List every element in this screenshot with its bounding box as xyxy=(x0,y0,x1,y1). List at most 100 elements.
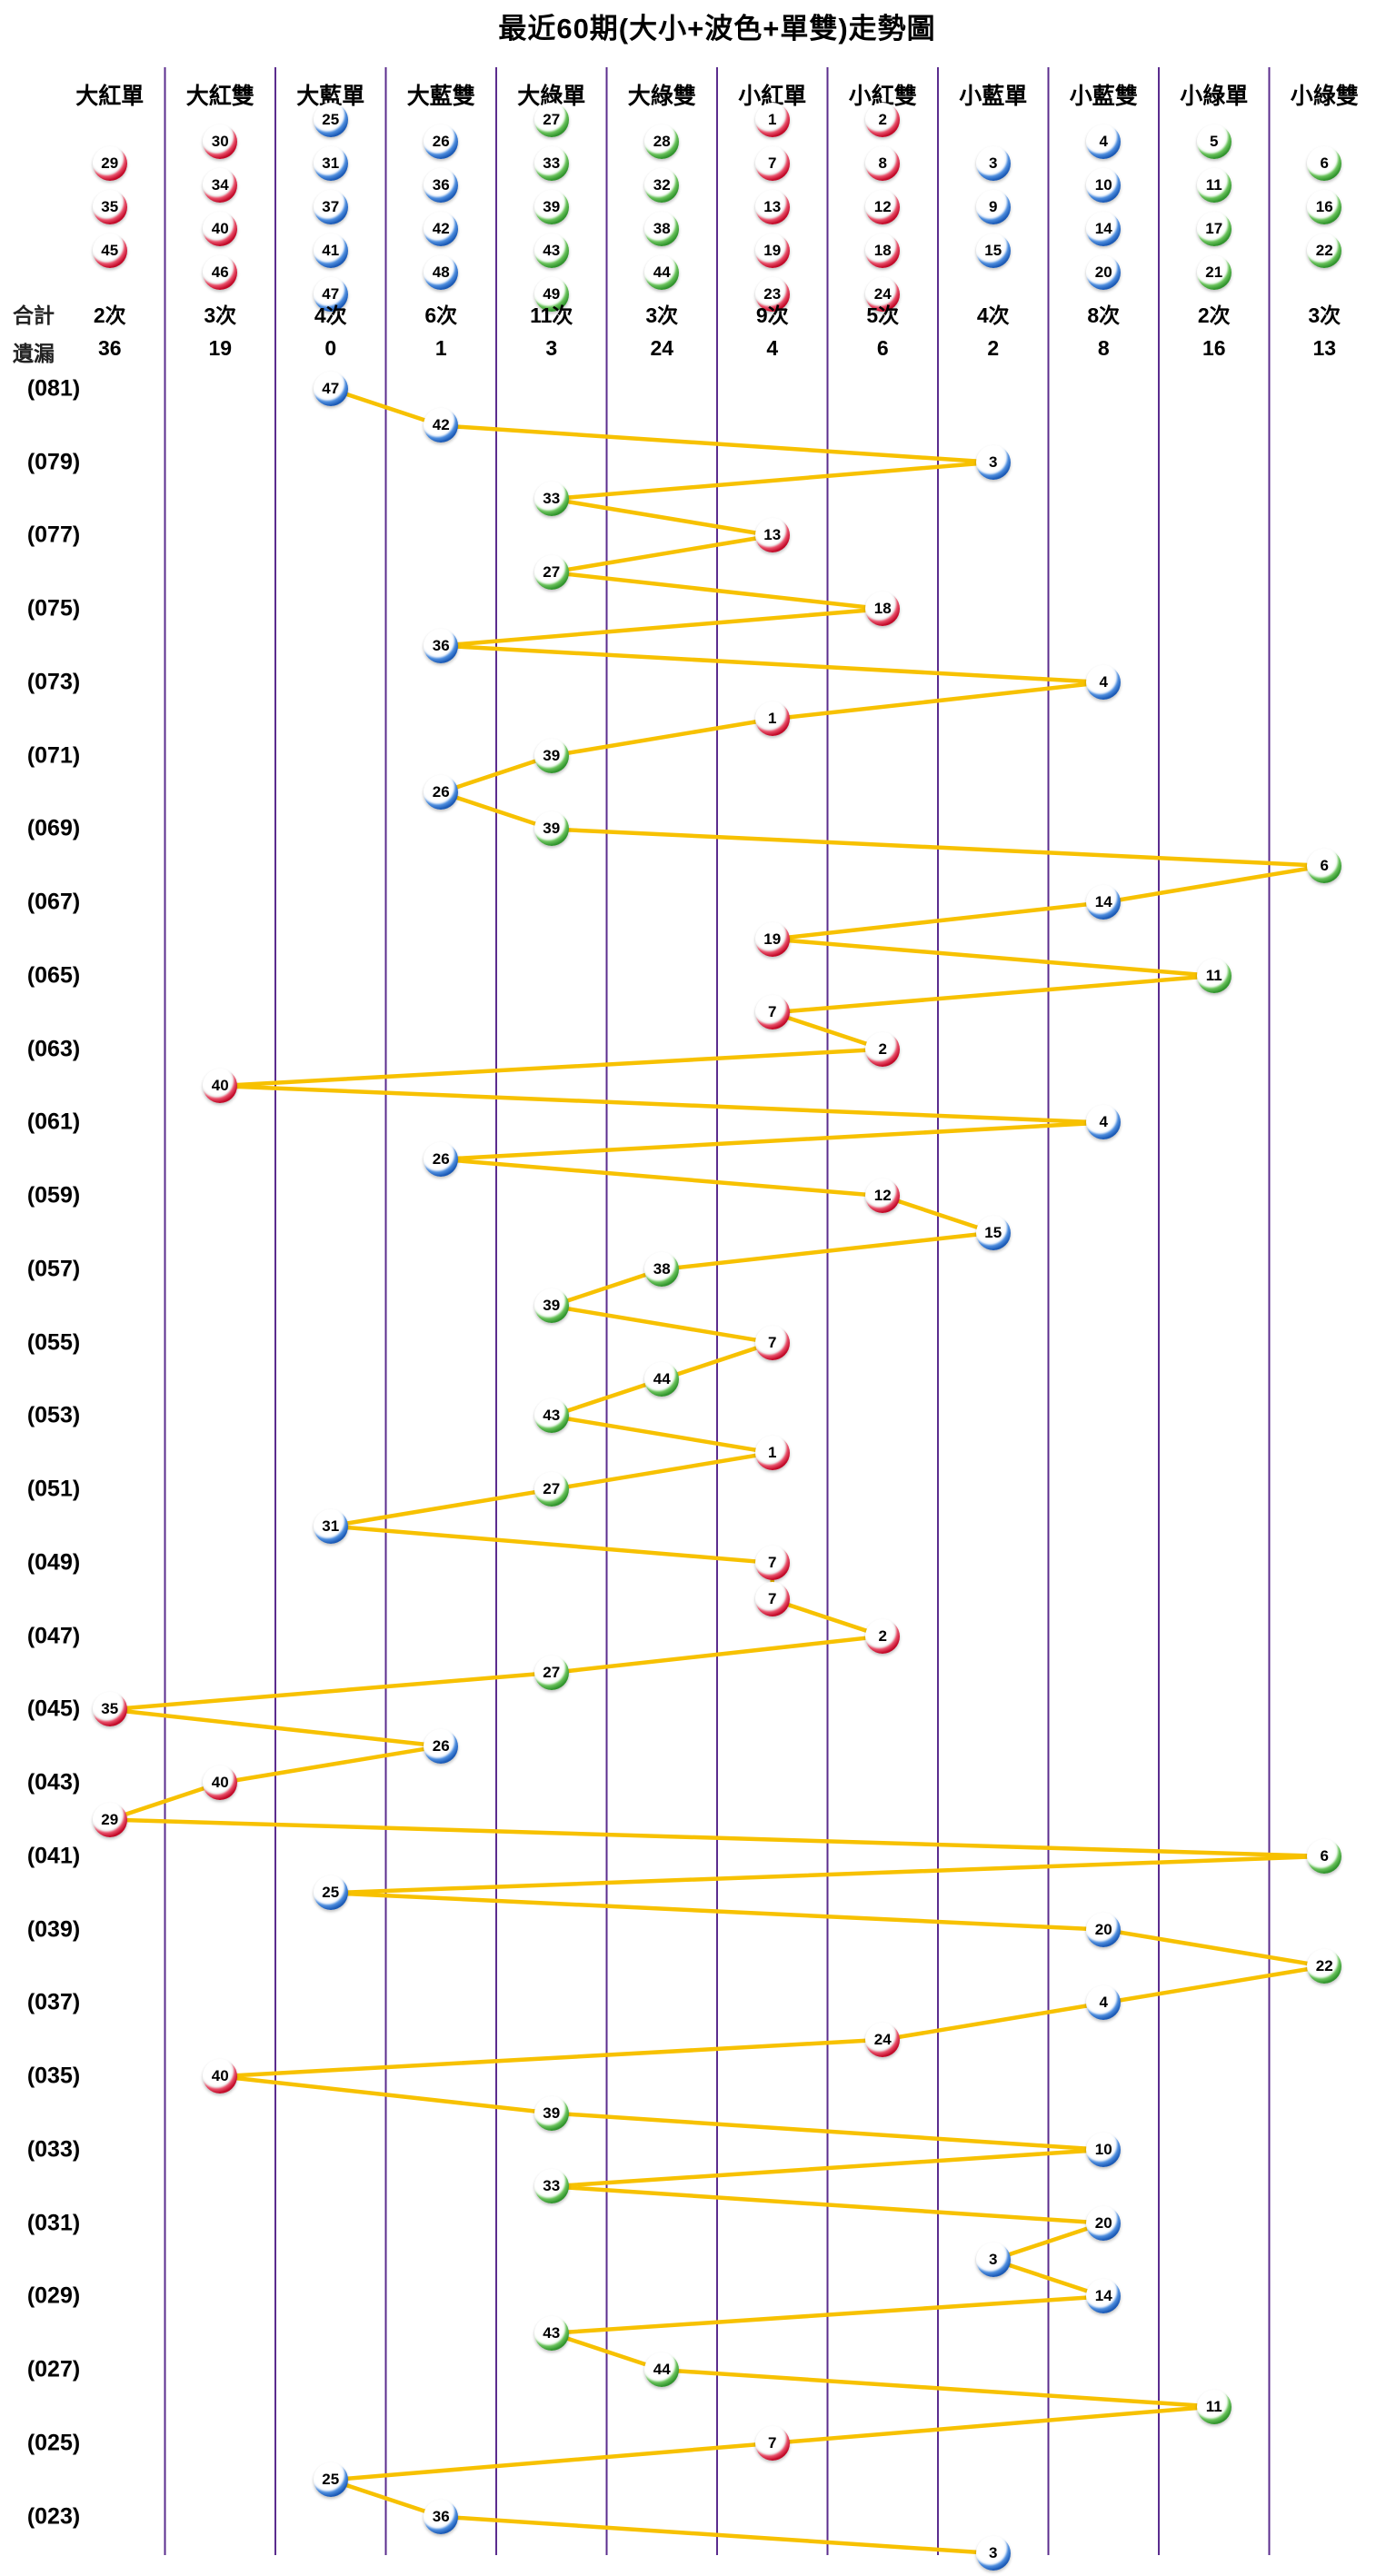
row-period-label: (079) xyxy=(26,449,81,475)
row-period-label: (077) xyxy=(26,522,81,548)
row-period-label: (059) xyxy=(26,1182,81,1208)
chart-ball: 1 xyxy=(754,701,790,737)
header-ball: 8 xyxy=(865,146,901,181)
total-cell-3: 4次 xyxy=(314,303,347,327)
row-period-label: (075) xyxy=(26,595,81,622)
chart-ball: 44 xyxy=(644,1362,680,1397)
ball-number: 18 xyxy=(873,600,892,618)
header-ball: 20 xyxy=(1086,255,1122,290)
ball-number: 1 xyxy=(768,710,777,728)
ball-number: 38 xyxy=(653,1259,671,1278)
ball-number: 27 xyxy=(543,1480,561,1498)
header-ball: 1 xyxy=(754,103,790,137)
total-cell-7: 9次 xyxy=(755,303,789,327)
ball-number: 22 xyxy=(1315,242,1333,259)
ball-number: 35 xyxy=(101,1700,119,1718)
ball-number: 40 xyxy=(211,1774,229,1792)
ball-number: 2 xyxy=(878,1039,887,1058)
ball-number: 19 xyxy=(763,930,782,948)
ball-number: 47 xyxy=(322,285,340,303)
ball-number: 15 xyxy=(984,242,1002,259)
ball-number: 34 xyxy=(211,176,229,194)
chart-ball: 39 xyxy=(533,811,569,847)
column-header-9: 小藍單 xyxy=(959,84,1028,109)
ball-number: 2 xyxy=(878,1626,887,1645)
row-period-label: (061) xyxy=(26,1109,81,1135)
ball-number: 39 xyxy=(543,2104,561,2122)
row-period-label: (063) xyxy=(26,1036,81,1062)
chart-ball: 24 xyxy=(865,2022,901,2057)
ball-number: 5 xyxy=(1210,133,1219,150)
header-ball: 49 xyxy=(533,277,569,312)
ball-number: 25 xyxy=(322,111,340,128)
chart-ball: 10 xyxy=(1086,2132,1122,2167)
total-cell-4: 6次 xyxy=(424,303,458,327)
chart-ball: 4 xyxy=(1086,1105,1122,1140)
header-ball: 10 xyxy=(1086,168,1122,203)
chart-ball: 6 xyxy=(1307,848,1342,883)
page-title: 最近60期(大小+波色+單雙)走勢圖 xyxy=(498,13,936,45)
chart-ball: 44 xyxy=(644,2352,680,2388)
ball-number: 36 xyxy=(432,2507,450,2525)
header-ball: 9 xyxy=(975,190,1011,224)
ball-number: 4 xyxy=(1099,133,1108,150)
ball-number: 13 xyxy=(763,526,782,544)
ball-number: 3 xyxy=(989,2251,998,2269)
ball-number: 49 xyxy=(543,285,561,303)
chart-ball: 6 xyxy=(1307,1838,1342,1874)
ball-number: 29 xyxy=(101,1810,119,1828)
ball-number: 32 xyxy=(653,176,671,194)
ball-number: 10 xyxy=(1094,176,1112,194)
ball-number: 11 xyxy=(1205,2397,1222,2415)
chart-ball: 27 xyxy=(533,1472,569,1507)
total-row-label: 合計 xyxy=(13,303,55,327)
header-ball: 47 xyxy=(313,277,348,312)
ball-number: 7 xyxy=(768,1553,777,1571)
ball-number: 3 xyxy=(989,154,998,172)
header-ball: 18 xyxy=(865,234,901,268)
chart-ball: 27 xyxy=(533,554,569,590)
total-cell-8: 5次 xyxy=(866,303,900,327)
ball-number: 45 xyxy=(101,242,119,259)
chart-ball: 11 xyxy=(1196,958,1231,993)
ball-number: 14 xyxy=(1094,220,1112,237)
total-cell-2: 3次 xyxy=(204,303,237,327)
chart-ball: 12 xyxy=(865,1179,901,1214)
ball-number: 39 xyxy=(543,198,561,215)
chart-ball: 36 xyxy=(424,2499,459,2534)
chart-ball: 19 xyxy=(754,921,790,957)
chart-ball: 20 xyxy=(1086,2205,1122,2241)
chart-ball: 33 xyxy=(533,482,569,517)
header-ball: 17 xyxy=(1196,212,1231,246)
ball-number: 27 xyxy=(543,1664,561,1682)
row-period-label: (057) xyxy=(26,1256,81,1282)
ball-number: 39 xyxy=(543,820,561,838)
chart-ball: 2 xyxy=(865,1618,901,1654)
column-header-2: 大紅雙 xyxy=(185,84,254,109)
ball-number: 15 xyxy=(984,1223,1002,1241)
ball-number: 11 xyxy=(1205,176,1222,194)
header-ball: 7 xyxy=(754,146,790,181)
total-cell-5: 11次 xyxy=(530,303,573,327)
chart-ball: 7 xyxy=(754,995,790,1030)
miss-cell-3: 0 xyxy=(324,336,337,360)
chart-ball: 38 xyxy=(644,1251,680,1287)
chart-ball: 3 xyxy=(975,444,1011,480)
header-ball: 41 xyxy=(313,234,348,268)
chart-ball: 7 xyxy=(754,2425,790,2461)
ball-number: 26 xyxy=(432,133,450,150)
ball-number: 4 xyxy=(1099,672,1108,691)
total-cell-6: 3次 xyxy=(645,303,679,327)
header-ball: 30 xyxy=(203,124,238,159)
chart-ball: 40 xyxy=(203,1765,238,1801)
chart-ball: 39 xyxy=(533,738,569,773)
ball-number: 6 xyxy=(1320,154,1329,172)
row-period-label: (025) xyxy=(26,2430,81,2456)
chart-ball: 39 xyxy=(533,1288,569,1324)
header-ball: 25 xyxy=(313,103,348,137)
ball-number: 3 xyxy=(989,453,998,471)
ball-number: 26 xyxy=(432,1149,450,1168)
ball-number: 2 xyxy=(878,111,887,128)
ball-number: 24 xyxy=(873,285,892,303)
chart-ball: 43 xyxy=(533,1398,569,1434)
